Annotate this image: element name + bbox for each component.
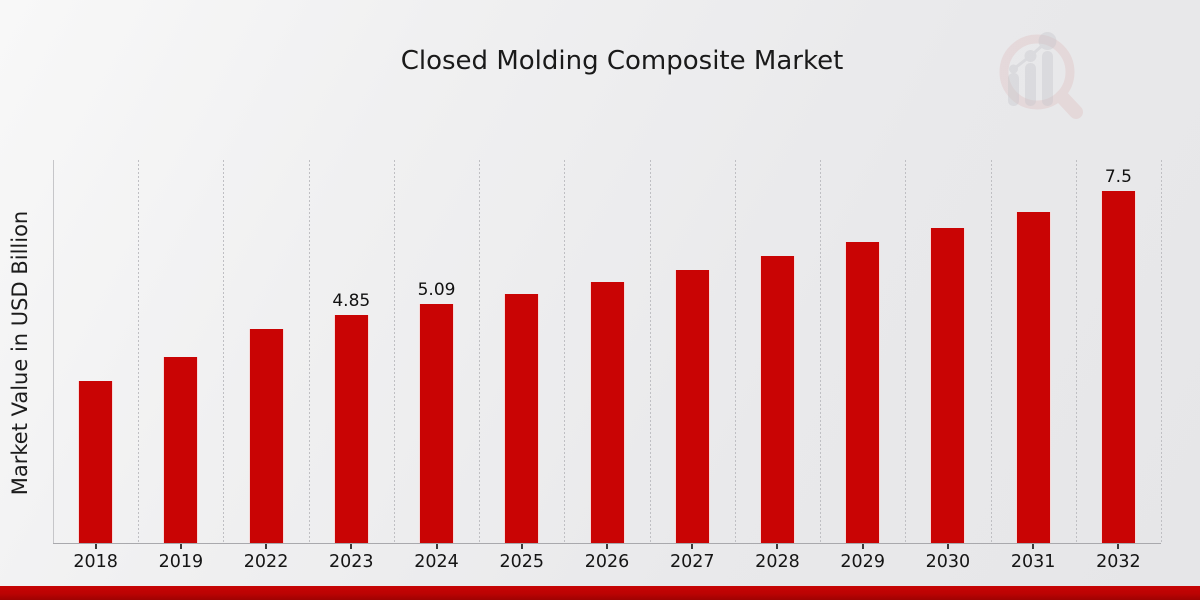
x-tick — [435, 544, 438, 549]
bar-2026 — [589, 282, 625, 543]
x-tick — [179, 544, 182, 549]
gridline — [223, 160, 225, 543]
x-tick — [520, 544, 523, 549]
bar-2028 — [759, 256, 795, 543]
x-tick-label-2027: 2027 — [669, 552, 715, 572]
gridline — [649, 160, 651, 543]
footer-accent-bar — [0, 586, 1200, 600]
x-tick-label-2025: 2025 — [499, 552, 545, 572]
gridline — [990, 160, 992, 543]
x-tick — [1117, 544, 1120, 549]
x-tick-label-2029: 2029 — [840, 552, 885, 572]
gridline — [734, 160, 736, 543]
x-tick — [946, 544, 949, 549]
x-tick — [1032, 544, 1035, 549]
x-tick-label-2019: 2019 — [158, 552, 204, 572]
x-tick-label-2031: 2031 — [1010, 552, 1056, 572]
bar-2019 — [163, 357, 199, 543]
gridline — [53, 160, 54, 543]
x-tick — [265, 544, 268, 549]
gridline — [308, 160, 310, 543]
magnifier-bar-chart-logo-icon — [999, 32, 1083, 119]
gridline — [905, 160, 907, 543]
x-tick-label-2032: 2032 — [1096, 552, 1141, 572]
plot-area: 4.85 5.09 7.5 — [53, 160, 1162, 543]
x-tick — [776, 544, 779, 549]
x-axis-line — [53, 543, 1161, 544]
x-tick-label-2018: 2018 — [73, 552, 118, 572]
bar-2025 — [504, 294, 540, 543]
bar-2024 — [419, 304, 455, 543]
x-tick-label-2028: 2028 — [755, 552, 800, 572]
bar-2023 — [333, 315, 369, 543]
bar-2027 — [674, 270, 710, 543]
chart-title: Closed Molding Composite Market — [400, 46, 844, 76]
x-tick — [94, 544, 97, 549]
bar-2029 — [845, 242, 881, 543]
y-axis-label: Market Value in USD Billion — [8, 210, 32, 496]
x-tick — [861, 544, 864, 549]
bar-2031 — [1015, 212, 1051, 543]
gridline — [393, 160, 395, 543]
gridline — [1075, 160, 1077, 543]
x-tick — [350, 544, 353, 549]
x-tick — [606, 544, 608, 549]
gridline — [479, 160, 481, 543]
x-tick-label-2023: 2023 — [329, 552, 374, 572]
bar-2022 — [248, 329, 284, 543]
bar-2032 — [1100, 191, 1136, 543]
gridline — [564, 160, 566, 543]
x-tick-label-2030: 2030 — [925, 552, 971, 572]
gridline — [820, 160, 822, 543]
x-tick-label-2022: 2022 — [243, 552, 289, 572]
gridline — [1161, 160, 1162, 543]
bar-value-label-2024: 5.09 — [417, 280, 456, 300]
bar-value-label-2032: 7.5 — [1104, 167, 1132, 187]
x-tick-label-2024: 2024 — [414, 552, 459, 572]
bar-value-label-2023: 4.85 — [332, 291, 371, 311]
x-tick — [691, 544, 694, 549]
bar-2018 — [78, 381, 114, 543]
x-tick-label-2026: 2026 — [584, 552, 630, 572]
bar-2030 — [930, 228, 966, 543]
gridline — [138, 160, 140, 543]
